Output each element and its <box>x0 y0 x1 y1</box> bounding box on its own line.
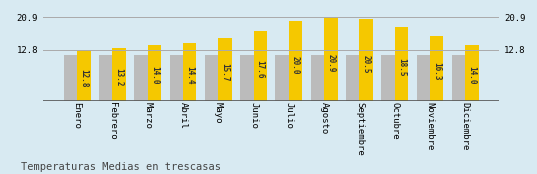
Text: 20.9: 20.9 <box>326 54 335 73</box>
Bar <box>99 55 112 101</box>
Bar <box>148 45 161 101</box>
Bar <box>170 55 183 101</box>
Bar <box>240 55 253 101</box>
Text: 14.4: 14.4 <box>185 66 194 84</box>
Bar <box>430 36 444 101</box>
Bar <box>205 55 218 101</box>
Text: 16.3: 16.3 <box>432 62 441 81</box>
Bar <box>183 43 197 101</box>
Bar <box>289 21 302 101</box>
Text: 13.2: 13.2 <box>114 68 124 86</box>
Bar <box>77 50 91 101</box>
Text: 14.0: 14.0 <box>467 66 476 85</box>
Text: 18.5: 18.5 <box>397 58 406 77</box>
Bar <box>381 55 395 101</box>
Text: 15.7: 15.7 <box>221 63 229 82</box>
Text: 12.8: 12.8 <box>79 69 88 87</box>
Text: Temperaturas Medias en trescasas: Temperaturas Medias en trescasas <box>21 162 221 172</box>
Bar <box>395 27 408 101</box>
Bar <box>253 31 267 101</box>
Bar <box>324 17 338 101</box>
Bar <box>465 45 478 101</box>
Bar <box>64 55 77 101</box>
Bar <box>218 38 231 101</box>
Bar <box>452 55 465 101</box>
Bar <box>417 55 430 101</box>
Bar <box>134 55 148 101</box>
Text: 20.5: 20.5 <box>361 55 371 73</box>
Bar <box>346 55 359 101</box>
Bar <box>359 19 373 101</box>
Bar <box>311 55 324 101</box>
Text: 20.0: 20.0 <box>291 56 300 74</box>
Text: 14.0: 14.0 <box>150 66 159 85</box>
Text: 17.6: 17.6 <box>256 60 265 78</box>
Bar <box>112 48 126 101</box>
Bar <box>275 55 289 101</box>
